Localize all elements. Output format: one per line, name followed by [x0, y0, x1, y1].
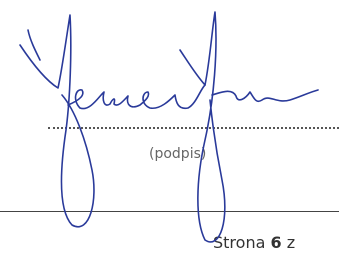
document-page: (podpis) Strona 6 z	[0, 0, 339, 276]
signature-stroke	[20, 15, 94, 227]
signature-stroke	[212, 90, 318, 101]
signature	[0, 0, 339, 276]
signature-stroke	[68, 85, 205, 109]
signature-stroke	[180, 12, 225, 242]
signature-stroke	[28, 30, 40, 60]
